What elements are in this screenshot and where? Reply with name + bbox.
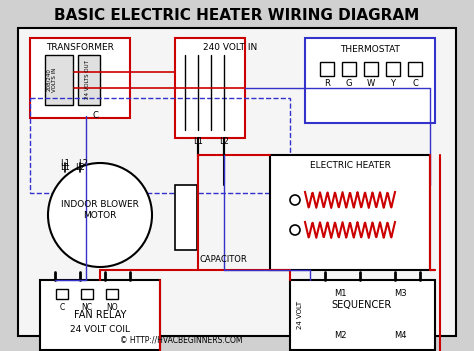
Text: SEQUENCER: SEQUENCER [332,300,392,310]
Bar [320,62,334,76]
Text: Y: Y [391,79,395,88]
Bar [78,55,100,105]
Text: M1: M1 [334,289,346,298]
Text: NC: NC [82,303,92,311]
Text: M2: M2 [334,331,346,339]
Text: L1: L1 [60,159,70,167]
Bar [386,62,400,76]
Text: L2: L2 [219,138,229,146]
Circle shape [290,195,300,205]
Bar [175,38,245,138]
Bar [290,280,435,350]
Bar [40,280,160,350]
Text: BASIC ELECTRIC HEATER WIRING DIAGRAM: BASIC ELECTRIC HEATER WIRING DIAGRAM [55,8,419,24]
Text: L2: L2 [75,164,85,172]
Text: L1: L1 [193,138,203,146]
Text: M4: M4 [394,331,406,339]
Text: 24 VOLT: 24 VOLT [297,301,303,329]
Text: 208/240
VOLTS IN: 208/240 VOLTS IN [46,68,57,92]
Text: L1: L1 [60,164,70,172]
Bar [175,185,197,250]
Bar [305,38,435,123]
Text: FAN RELAY: FAN RELAY [74,310,126,320]
Bar [18,28,456,336]
Text: TRANSFORMER: TRANSFORMER [46,42,114,52]
Text: INDOOR BLOWER
MOTOR: INDOOR BLOWER MOTOR [61,200,139,220]
Bar [56,289,68,299]
Text: C: C [412,79,418,88]
Bar [364,62,378,76]
Text: 24 VOLT COIL: 24 VOLT COIL [70,325,130,335]
Bar [30,98,290,193]
Text: L2: L2 [78,159,88,167]
Text: 240 VOLT IN: 240 VOLT IN [203,42,257,52]
Text: NO: NO [106,303,118,311]
Bar [106,289,118,299]
Text: CAPACITOR: CAPACITOR [200,256,248,265]
Text: C: C [59,303,64,311]
Circle shape [290,225,300,235]
Bar [81,289,93,299]
Bar [342,62,356,76]
Bar [270,155,430,270]
Text: ELECTRIC HEATER: ELECTRIC HEATER [310,160,391,170]
Text: THERMOSTAT: THERMOSTAT [340,46,400,54]
Text: © HTTP://HVACBEGINNERS.COM: © HTTP://HVACBEGINNERS.COM [120,336,243,344]
Text: G: G [346,79,352,88]
Text: 24 VOLTS OUT: 24 VOLTS OUT [85,61,91,99]
Bar [408,62,422,76]
Text: C: C [92,111,98,119]
Bar [45,55,73,105]
Text: W: W [367,79,375,88]
Bar [30,38,130,118]
Circle shape [48,163,152,267]
Text: R: R [324,79,330,88]
Text: M3: M3 [394,289,406,298]
